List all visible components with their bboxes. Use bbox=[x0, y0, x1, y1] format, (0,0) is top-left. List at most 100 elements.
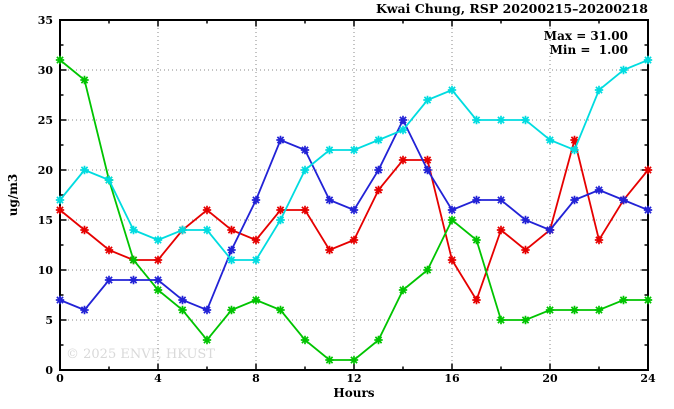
series-green-marker bbox=[643, 295, 653, 305]
series-blue-marker bbox=[521, 215, 530, 225]
series-green-markers bbox=[55, 55, 653, 365]
y-tick-label: 30 bbox=[38, 64, 54, 77]
series-blue-marker bbox=[496, 195, 506, 205]
series-cyan-marker bbox=[104, 175, 114, 185]
series-green-marker bbox=[472, 235, 481, 245]
x-tick-label: 12 bbox=[346, 372, 361, 385]
series-blue-marker bbox=[153, 275, 163, 285]
series-red-marker bbox=[447, 255, 457, 265]
series-blue-marker bbox=[276, 135, 285, 145]
series-red-marker bbox=[153, 255, 163, 265]
series-cyan-marker bbox=[80, 165, 89, 175]
series-red-marker bbox=[594, 235, 604, 245]
series-green-marker bbox=[496, 315, 506, 325]
series-cyan-marker bbox=[300, 165, 310, 175]
series-cyan-marker bbox=[325, 145, 334, 155]
series-green-marker bbox=[570, 305, 579, 315]
series-blue-marker bbox=[398, 115, 408, 125]
series-red-marker bbox=[325, 245, 334, 255]
series-red-marker bbox=[202, 205, 212, 215]
x-tick-label: 0 bbox=[56, 372, 64, 385]
series-green-marker bbox=[153, 285, 163, 295]
series-blue bbox=[55, 115, 653, 315]
series-blue-marker bbox=[300, 145, 310, 155]
series-green-marker bbox=[374, 335, 383, 345]
series-blue-marker bbox=[202, 305, 212, 315]
series-blue-markers bbox=[55, 115, 653, 315]
series-cyan-marker bbox=[276, 215, 285, 225]
series-green-marker bbox=[251, 295, 261, 305]
y-tick-label: 0 bbox=[45, 364, 53, 377]
y-axis-label: ug/m3 bbox=[6, 174, 20, 217]
series-red-marker bbox=[276, 205, 285, 215]
series-green-marker bbox=[545, 305, 555, 315]
series-blue-marker bbox=[80, 305, 89, 315]
series-cyan-marker bbox=[570, 145, 579, 155]
series-blue-marker bbox=[178, 295, 187, 305]
series-blue-marker bbox=[251, 195, 261, 205]
y-tick-label: 5 bbox=[45, 314, 53, 327]
series-red-marker bbox=[496, 225, 506, 235]
series-green-marker bbox=[349, 355, 359, 365]
series-blue-marker bbox=[129, 275, 138, 285]
x-tick-label: 20 bbox=[542, 372, 558, 385]
axis-ticks bbox=[59, 19, 649, 371]
series-blue-marker bbox=[472, 195, 481, 205]
series-cyan-marker bbox=[349, 145, 359, 155]
series-red-marker bbox=[643, 165, 653, 175]
series-red-marker bbox=[80, 225, 89, 235]
y-tick-label: 10 bbox=[38, 264, 54, 277]
y-tick-label: 15 bbox=[38, 214, 53, 227]
series-red-marker bbox=[251, 235, 261, 245]
series-green-marker bbox=[227, 305, 236, 315]
series-green-marker bbox=[80, 75, 89, 85]
series-cyan-marker bbox=[496, 115, 506, 125]
series-green bbox=[55, 55, 653, 365]
y-tick-label: 35 bbox=[38, 14, 53, 27]
series-green-marker bbox=[178, 305, 187, 315]
series-blue-marker bbox=[619, 195, 628, 205]
series-green-marker bbox=[300, 335, 310, 345]
series-cyan-marker bbox=[129, 225, 138, 235]
x-tick-label: 16 bbox=[444, 372, 460, 385]
series-red-marker bbox=[300, 205, 310, 215]
series-blue-marker bbox=[104, 275, 114, 285]
series-cyan-marker bbox=[398, 125, 408, 135]
series-blue-marker bbox=[570, 195, 579, 205]
series-cyan-marker bbox=[545, 135, 555, 145]
y-tick-label: 20 bbox=[38, 164, 54, 177]
tick-labels: 0 4 8 12 16 20 24 0 5 10 15 20 25 30 35 bbox=[38, 14, 656, 385]
series-cyan-marker bbox=[374, 135, 383, 145]
series-cyan-marker bbox=[472, 115, 481, 125]
series-red-marker bbox=[227, 225, 236, 235]
series-red-marker bbox=[521, 245, 530, 255]
series-green-marker bbox=[276, 305, 285, 315]
series-red-marker bbox=[570, 135, 579, 145]
series-blue-marker bbox=[447, 205, 457, 215]
series-red-marker bbox=[398, 155, 408, 165]
series-green-marker bbox=[129, 255, 138, 265]
series-blue-marker bbox=[545, 225, 555, 235]
series-green-marker bbox=[447, 215, 457, 225]
min-value-label: Min = 1.00 bbox=[550, 43, 628, 57]
series-red-marker bbox=[374, 185, 383, 195]
x-tick-label: 4 bbox=[154, 372, 162, 385]
series-blue-marker bbox=[423, 165, 432, 175]
series-cyan-marker bbox=[227, 255, 236, 265]
series-blue-marker bbox=[55, 295, 65, 305]
series-cyan-marker bbox=[447, 85, 457, 95]
series-green-marker bbox=[325, 355, 334, 365]
series-green-marker bbox=[55, 55, 65, 65]
series-cyan-marker bbox=[619, 65, 628, 75]
series-cyan bbox=[55, 55, 653, 265]
series-blue-marker bbox=[374, 165, 383, 175]
series-blue-marker bbox=[227, 245, 236, 255]
series-cyan-marker bbox=[55, 195, 65, 205]
series-blue-marker bbox=[349, 205, 359, 215]
series-cyan-marker bbox=[643, 55, 653, 65]
series-cyan-marker bbox=[594, 85, 604, 95]
series-red-marker bbox=[55, 205, 65, 215]
series-cyan-marker bbox=[521, 115, 530, 125]
